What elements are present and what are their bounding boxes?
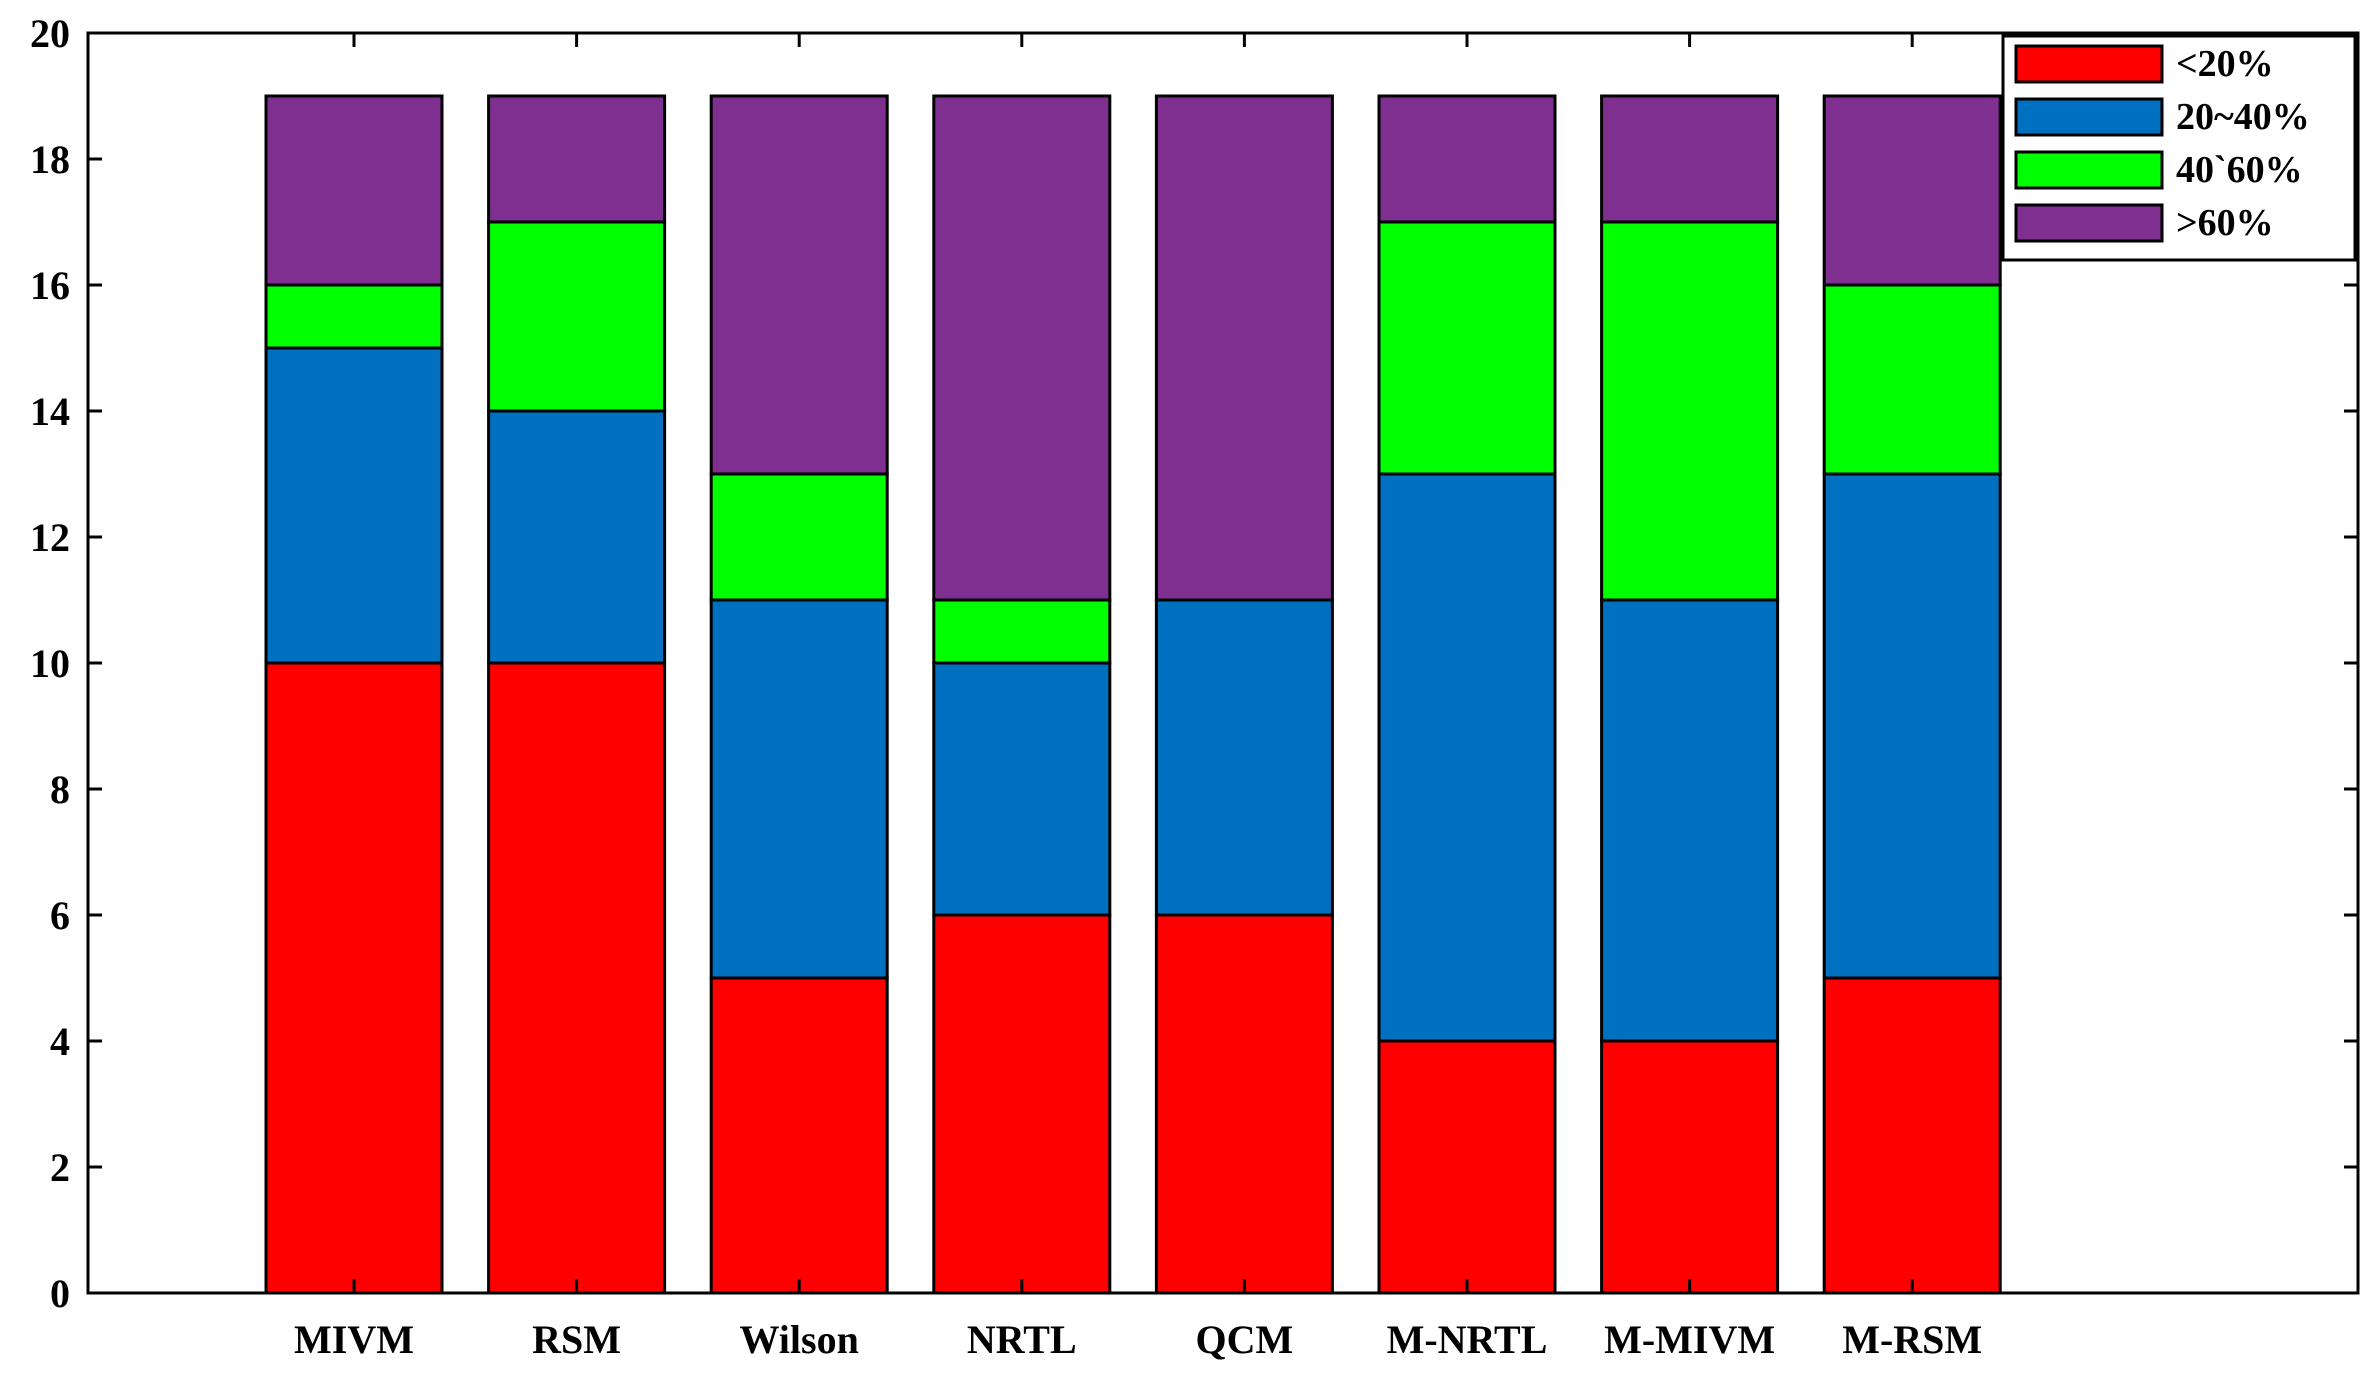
y-tick-label: 8 (50, 767, 70, 812)
bar-nrtl-series-4 (932, 94, 1112, 602)
bar-mivm-series-2 (264, 346, 444, 665)
x-tick-label-wilson: Wilson (740, 1317, 859, 1362)
bar-qcm-series-1 (1154, 913, 1334, 1295)
bar-m-rsm-series-2 (1822, 472, 2002, 980)
legend-swatch-2 (2014, 97, 2164, 137)
bar-m-nrtl-series-3 (1377, 220, 1557, 476)
legend-label-4: >60% (2176, 202, 2274, 244)
bar-rsm-series-2 (487, 409, 667, 665)
x-tick-label-m-nrtl: M-NRTL (1387, 1317, 1548, 1362)
legend-swatch-1 (2014, 44, 2164, 84)
bar-rsm-series-3 (487, 220, 667, 413)
x-tick-label-m-rsm: M-RSM (1842, 1317, 1982, 1362)
bar-m-mivm-series-4 (1600, 94, 1780, 224)
y-axis: 0 2 4 6 8 10 12 14 16 18 20 (30, 11, 2358, 1316)
bar-nrtl-series-3 (932, 598, 1112, 665)
bar-qcm-series-2 (1154, 598, 1334, 917)
bar-m-nrtl-series-1 (1377, 1039, 1557, 1295)
bar-m-mivm-series-1 (1600, 1039, 1780, 1295)
bar-wilson-series-1 (709, 976, 889, 1295)
y-tick-label: 2 (50, 1145, 70, 1190)
bar-wilson-series-2 (709, 598, 889, 980)
bar-m-mivm-series-2 (1600, 598, 1780, 1043)
y-tick-label: 16 (30, 263, 70, 308)
legend-swatch-3 (2014, 150, 2164, 190)
y-tick-label: 12 (30, 515, 70, 560)
y-tick-label: 4 (50, 1019, 70, 1064)
bar-rsm-series-4 (487, 94, 667, 224)
bar-m-rsm-series-4 (1822, 94, 2002, 287)
bar-m-nrtl-series-4 (1377, 94, 1557, 224)
legend: <20% 20~40% 40`60% >60% (2001, 34, 2357, 262)
bar-m-rsm-series-3 (1822, 283, 2002, 476)
x-tick-label-m-mivm: M-MIVM (1604, 1317, 1775, 1362)
y-tick-label: 18 (30, 137, 70, 182)
x-axis: MIVM RSM Wilson NRTL QCM M-NRTL M-MIVM M-RSM (294, 33, 1982, 1362)
bar-wilson-series-4 (709, 94, 889, 476)
x-tick-label-qcm: QCM (1196, 1317, 1294, 1362)
bar-mivm-series-4 (264, 94, 444, 287)
bar-mivm-series-3 (264, 283, 444, 350)
legend-label-1: <20% (2176, 43, 2274, 85)
y-tick-label: 0 (50, 1271, 70, 1316)
y-tick-label: 10 (30, 641, 70, 686)
x-tick-label-mivm: MIVM (294, 1317, 414, 1362)
y-tick-label: 6 (50, 893, 70, 938)
y-tick-label: 14 (30, 389, 70, 434)
bar-rsm-series-1 (487, 661, 667, 1295)
legend-label-3: 40`60% (2176, 149, 2303, 191)
legend-swatch-4 (2014, 203, 2164, 243)
x-tick-label-rsm: RSM (532, 1317, 621, 1362)
x-tick-label-nrtl: NRTL (967, 1317, 1077, 1362)
legend-label-2: 20~40% (2176, 96, 2310, 138)
bar-m-nrtl-series-2 (1377, 472, 1557, 1043)
bar-nrtl-series-1 (932, 913, 1112, 1295)
bar-m-mivm-series-3 (1600, 220, 1780, 602)
bar-qcm-series-4 (1154, 94, 1334, 602)
bar-wilson-series-3 (709, 472, 889, 602)
y-tick-label: 20 (30, 11, 70, 56)
bars-layer (264, 94, 2002, 1295)
bar-m-rsm-series-1 (1822, 976, 2002, 1295)
bar-nrtl-series-2 (932, 661, 1112, 917)
bar-mivm-series-1 (264, 661, 444, 1295)
